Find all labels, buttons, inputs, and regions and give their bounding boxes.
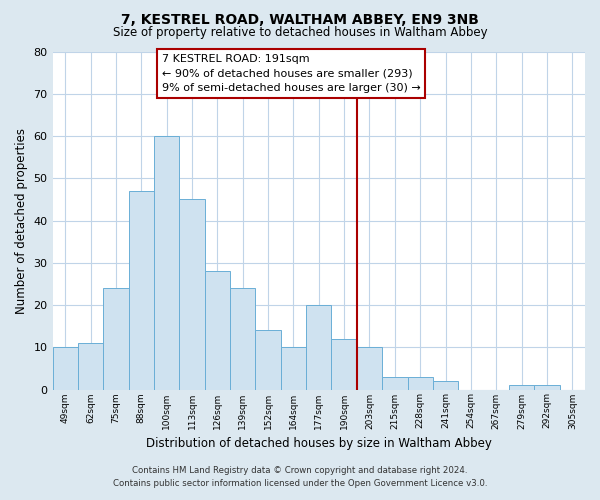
Bar [53, 348, 78, 390]
Bar [179, 200, 205, 390]
Text: 7, KESTREL ROAD, WALTHAM ABBEY, EN9 3NB: 7, KESTREL ROAD, WALTHAM ABBEY, EN9 3NB [121, 12, 479, 26]
Bar [78, 343, 103, 390]
X-axis label: Distribution of detached houses by size in Waltham Abbey: Distribution of detached houses by size … [146, 437, 492, 450]
Text: Size of property relative to detached houses in Waltham Abbey: Size of property relative to detached ho… [113, 26, 487, 39]
Bar [331, 339, 357, 390]
Bar [205, 271, 230, 390]
Bar [128, 191, 154, 390]
Bar [407, 377, 433, 390]
Bar [230, 288, 256, 390]
Bar [357, 348, 382, 390]
Y-axis label: Number of detached properties: Number of detached properties [15, 128, 28, 314]
Bar [103, 288, 128, 390]
Bar [306, 305, 331, 390]
Bar [534, 386, 560, 390]
Bar [281, 348, 306, 390]
Bar [382, 377, 407, 390]
Text: 7 KESTREL ROAD: 191sqm
← 90% of detached houses are smaller (293)
9% of semi-det: 7 KESTREL ROAD: 191sqm ← 90% of detached… [161, 54, 421, 93]
Bar [509, 386, 534, 390]
Bar [154, 136, 179, 390]
Text: Contains HM Land Registry data © Crown copyright and database right 2024.
Contai: Contains HM Land Registry data © Crown c… [113, 466, 487, 487]
Bar [433, 381, 458, 390]
Bar [256, 330, 281, 390]
